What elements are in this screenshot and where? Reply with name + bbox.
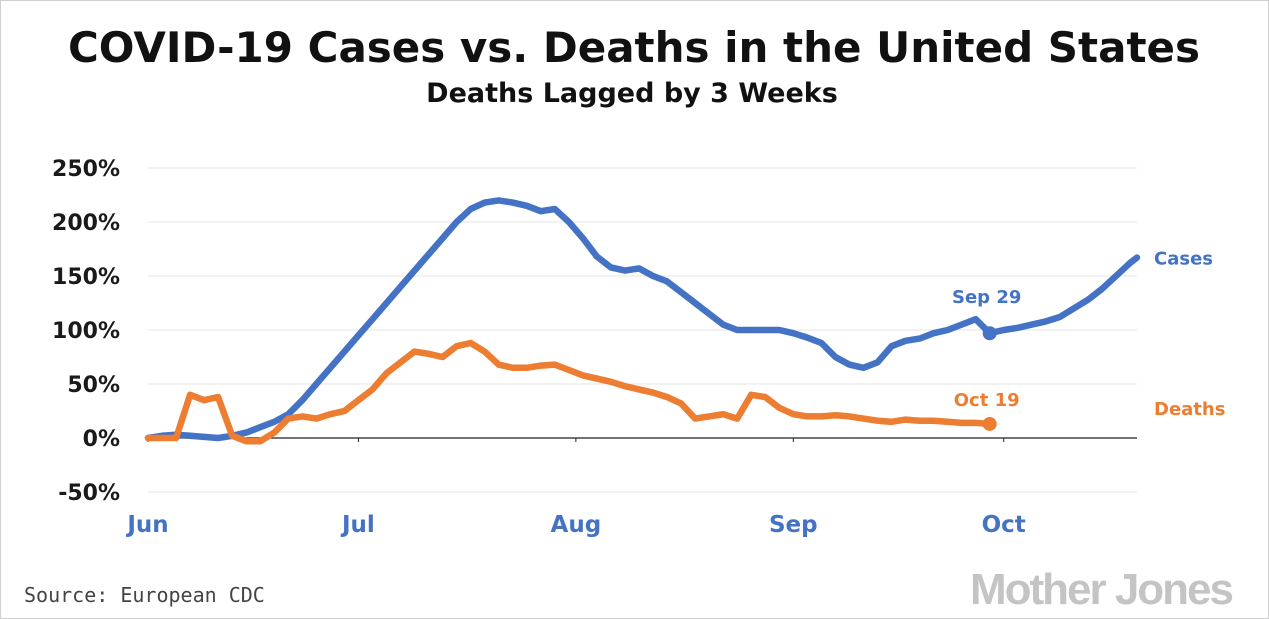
y-tick-label: 50%	[67, 373, 120, 398]
y-axis-ticks: 250% 200% 150% 100% 50% 0% -50%	[52, 157, 120, 506]
chart-subtitle: Deaths Lagged by 3 Weeks	[426, 78, 838, 109]
y-tick-label: 100%	[52, 319, 120, 344]
series-label-deaths: Deaths	[1154, 399, 1225, 420]
x-tick-label: Sep	[769, 512, 818, 538]
annotations: Sep 29 Oct 19	[952, 287, 1021, 431]
series-labels: Cases Deaths	[1154, 249, 1225, 420]
series-label-cases: Cases	[1154, 249, 1213, 270]
series-line-deaths	[144, 339, 993, 445]
x-tick-label: Aug	[551, 512, 602, 538]
y-tick-label: 150%	[52, 265, 120, 290]
annotation-dot	[982, 326, 997, 341]
series-lines	[144, 197, 1141, 445]
x-tick-label: Oct	[982, 512, 1026, 538]
x-axis-ticks: Jun Jul Aug Sep Oct	[125, 438, 1026, 538]
annotation-dot	[982, 416, 997, 431]
y-tick-label: 200%	[52, 211, 120, 236]
x-tick-label: Jul	[340, 512, 375, 538]
annotation-label: Oct 19	[954, 390, 1020, 411]
annotation-label: Sep 29	[952, 287, 1021, 308]
mother-jones-logo: Mother Jones	[970, 565, 1233, 614]
y-tick-label: -50%	[58, 481, 120, 506]
y-tick-label: 250%	[52, 157, 120, 182]
series-line-cases	[144, 197, 1141, 442]
y-tick-label: 0%	[83, 427, 120, 452]
x-tick-label: Jun	[125, 512, 168, 538]
source-note: Source: European CDC	[24, 583, 265, 607]
chart-title: COVID-19 Cases vs. Deaths in the United …	[68, 23, 1200, 72]
